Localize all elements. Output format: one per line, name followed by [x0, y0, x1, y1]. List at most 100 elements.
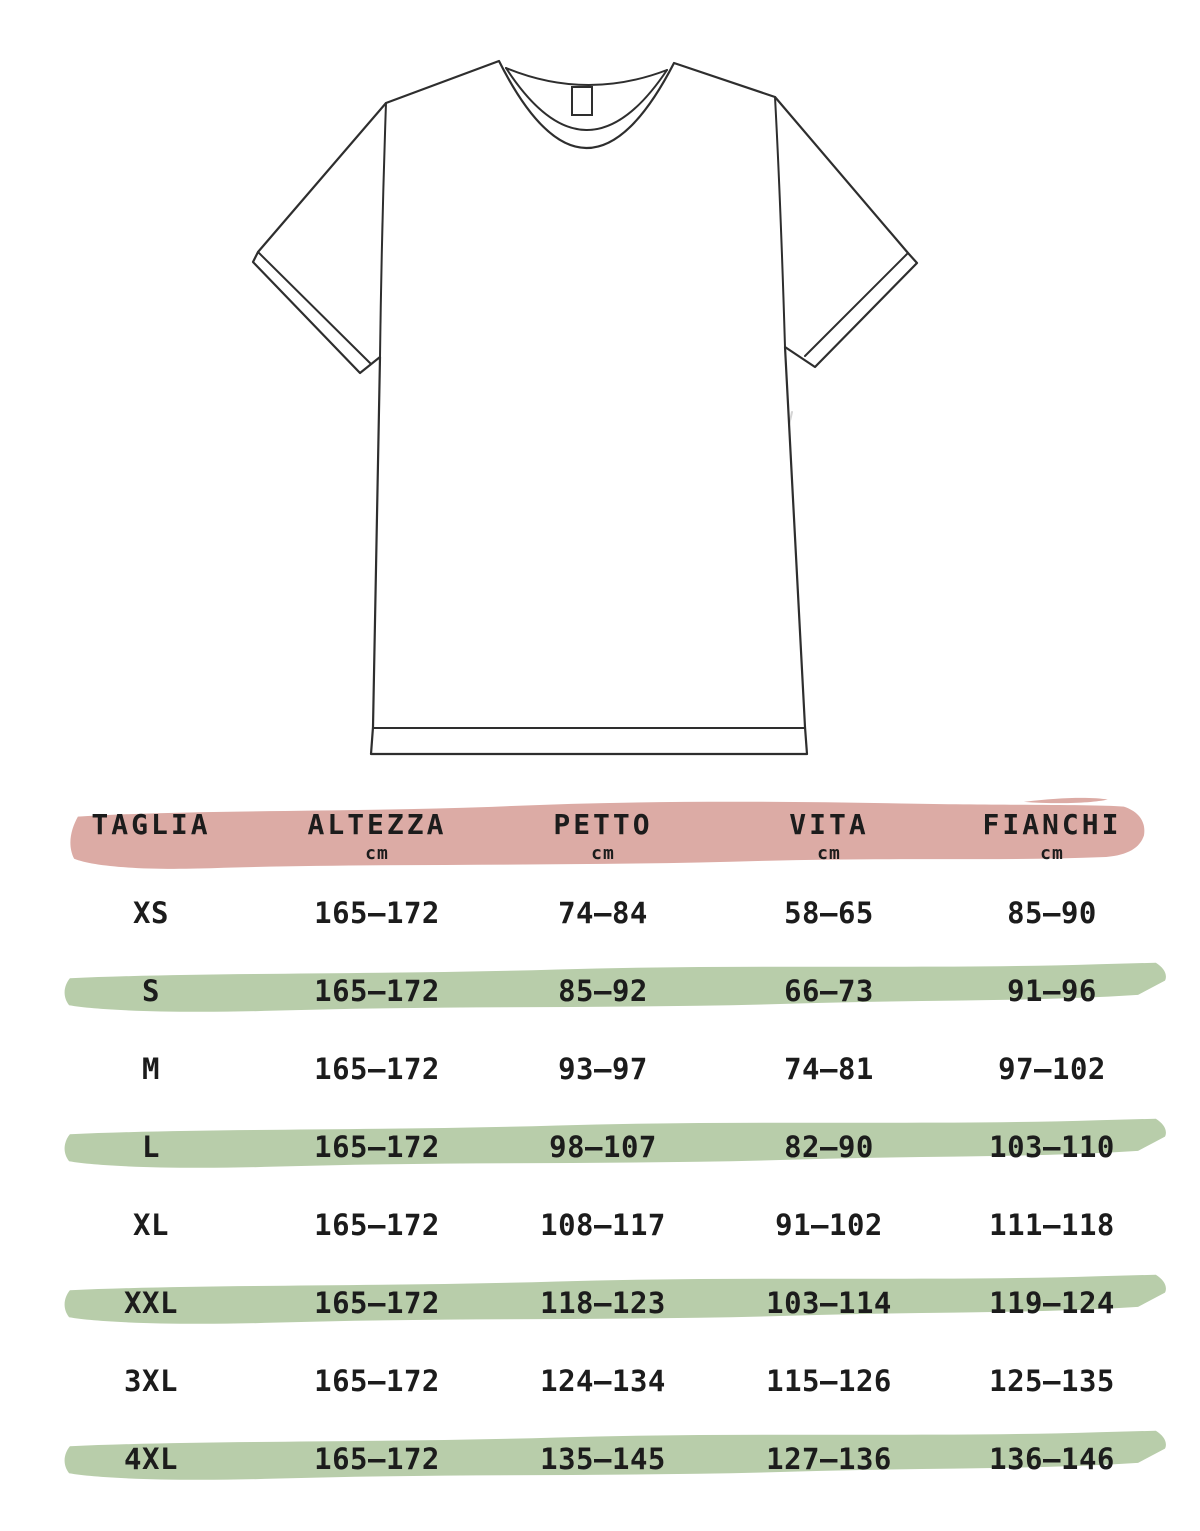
cell-taglia: XXL [40, 1286, 262, 1320]
vita-value: 58–65 [784, 896, 874, 930]
cell-vita: 127–136 [714, 1442, 944, 1476]
vita-value: 91–102 [775, 1208, 883, 1242]
header-cell-petto: PETTO cm [492, 790, 714, 866]
size-table: TAGLIA ALTEZZA cm PETTO cm VITA cm FIANC… [40, 790, 1166, 1498]
petto-value: 124–134 [540, 1364, 666, 1398]
armhole-seam-left [379, 102, 387, 358]
cell-petto: 124–134 [492, 1364, 714, 1398]
cell-taglia: L [40, 1130, 262, 1164]
cell-altezza: 165–172 [262, 1442, 492, 1476]
cell-altezza: 165–172 [262, 1364, 492, 1398]
altezza-value: 165–172 [314, 1052, 440, 1086]
cell-altezza: 165–172 [262, 1286, 492, 1320]
fianchi-value: 91–96 [1007, 974, 1097, 1008]
cell-vita: 66–73 [714, 974, 944, 1008]
altezza-value: 165–172 [314, 1364, 440, 1398]
petto-value: 118–123 [540, 1286, 666, 1320]
cell-fianchi: 136–146 [944, 1442, 1160, 1476]
cell-petto: 118–123 [492, 1286, 714, 1320]
cell-fianchi: 119–124 [944, 1286, 1160, 1320]
column-label: FIANCHI [982, 808, 1122, 841]
cell-fianchi: 85–90 [944, 896, 1160, 930]
cell-taglia: XL [40, 1208, 262, 1242]
cell-vita: 103–114 [714, 1286, 944, 1320]
table-row: S 165–172 85–92 66–73 91–96 [40, 952, 1166, 1030]
column-label: PETTO [553, 808, 653, 841]
table-row: 4XL 165–172 135–145 127–136 136–146 [40, 1420, 1166, 1498]
cell-taglia: 3XL [40, 1364, 262, 1398]
cell-petto: 74–84 [492, 896, 714, 930]
fianchi-value: 85–90 [1007, 896, 1097, 930]
size-value: S [142, 974, 160, 1008]
vita-value: 127–136 [766, 1442, 892, 1476]
cell-vita: 91–102 [714, 1208, 944, 1242]
cell-fianchi: 91–96 [944, 974, 1160, 1008]
column-label: ALTEZZA [307, 808, 447, 841]
cell-taglia: 4XL [40, 1442, 262, 1476]
column-label: VITA [789, 808, 869, 841]
altezza-value: 165–172 [314, 896, 440, 930]
header-cell-vita: VITA cm [714, 790, 944, 866]
column-label: TAGLIA [91, 808, 211, 841]
size-value: XS [133, 896, 169, 930]
vita-value: 74–81 [784, 1052, 874, 1086]
table-row: L 165–172 98–107 82–90 103–110 [40, 1108, 1166, 1186]
cell-altezza: 165–172 [262, 1208, 492, 1242]
table-row: 3XL 165–172 124–134 115–126 125–135 [40, 1342, 1160, 1420]
cell-altezza: 165–172 [262, 1130, 492, 1164]
fianchi-value: 136–146 [989, 1442, 1115, 1476]
tshirt-outline [251, 59, 919, 756]
petto-value: 85–92 [558, 974, 648, 1008]
cuff-seam-right [804, 252, 909, 357]
header-cell-altezza: ALTEZZA cm [262, 790, 492, 866]
fianchi-value: 103–110 [989, 1130, 1115, 1164]
cell-fianchi: 111–118 [944, 1208, 1160, 1242]
cell-fianchi: 125–135 [944, 1364, 1160, 1398]
cell-altezza: 165–172 [262, 974, 492, 1008]
column-unit: cm [591, 843, 615, 864]
altezza-value: 165–172 [314, 1286, 440, 1320]
neck-tag [571, 86, 593, 116]
tshirt-illustration [251, 59, 919, 756]
cell-fianchi: 103–110 [944, 1130, 1160, 1164]
petto-value: 93–97 [558, 1052, 648, 1086]
size-value: XL [133, 1208, 169, 1242]
cell-taglia: M [40, 1052, 262, 1086]
column-unit: cm [365, 843, 389, 864]
petto-value: 98–107 [549, 1130, 657, 1164]
size-value: M [142, 1052, 160, 1086]
fianchi-value: 119–124 [989, 1286, 1115, 1320]
header-cell-taglia: TAGLIA [40, 790, 262, 866]
cell-taglia: XS [40, 896, 262, 930]
altezza-value: 165–172 [314, 1442, 440, 1476]
column-unit: cm [817, 843, 841, 864]
table-row: XXL 165–172 118–123 103–114 119–124 [40, 1264, 1166, 1342]
armhole-seam-right [774, 96, 786, 348]
cell-altezza: 165–172 [262, 896, 492, 930]
table-header-row: TAGLIA ALTEZZA cm PETTO cm VITA cm FIANC… [40, 790, 1160, 874]
fianchi-value: 111–118 [989, 1208, 1115, 1242]
size-value: L [142, 1130, 160, 1164]
altezza-value: 165–172 [314, 974, 440, 1008]
cell-petto: 108–117 [492, 1208, 714, 1242]
cell-petto: 98–107 [492, 1130, 714, 1164]
vita-value: 66–73 [784, 974, 874, 1008]
header-cell-fianchi: FIANCHI cm [944, 790, 1160, 866]
table-row: XL 165–172 108–117 91–102 111–118 [40, 1186, 1160, 1264]
cell-petto: 93–97 [492, 1052, 714, 1086]
size-value: 4XL [124, 1442, 178, 1476]
petto-value: 108–117 [540, 1208, 666, 1242]
size-value: XXL [124, 1286, 178, 1320]
cell-vita: 115–126 [714, 1364, 944, 1398]
column-unit: cm [1040, 843, 1064, 864]
cell-vita: 74–81 [714, 1052, 944, 1086]
vita-value: 82–90 [784, 1130, 874, 1164]
table-row: M 165–172 93–97 74–81 97–102 [40, 1030, 1160, 1108]
vita-value: 103–114 [766, 1286, 892, 1320]
cell-altezza: 165–172 [262, 1052, 492, 1086]
petto-value: 135–145 [540, 1442, 666, 1476]
petto-value: 74–84 [558, 896, 648, 930]
cuff-seam-left [257, 251, 371, 364]
table-body: XS 165–172 74–84 58–65 85–90 S 165–172 8… [40, 874, 1166, 1498]
